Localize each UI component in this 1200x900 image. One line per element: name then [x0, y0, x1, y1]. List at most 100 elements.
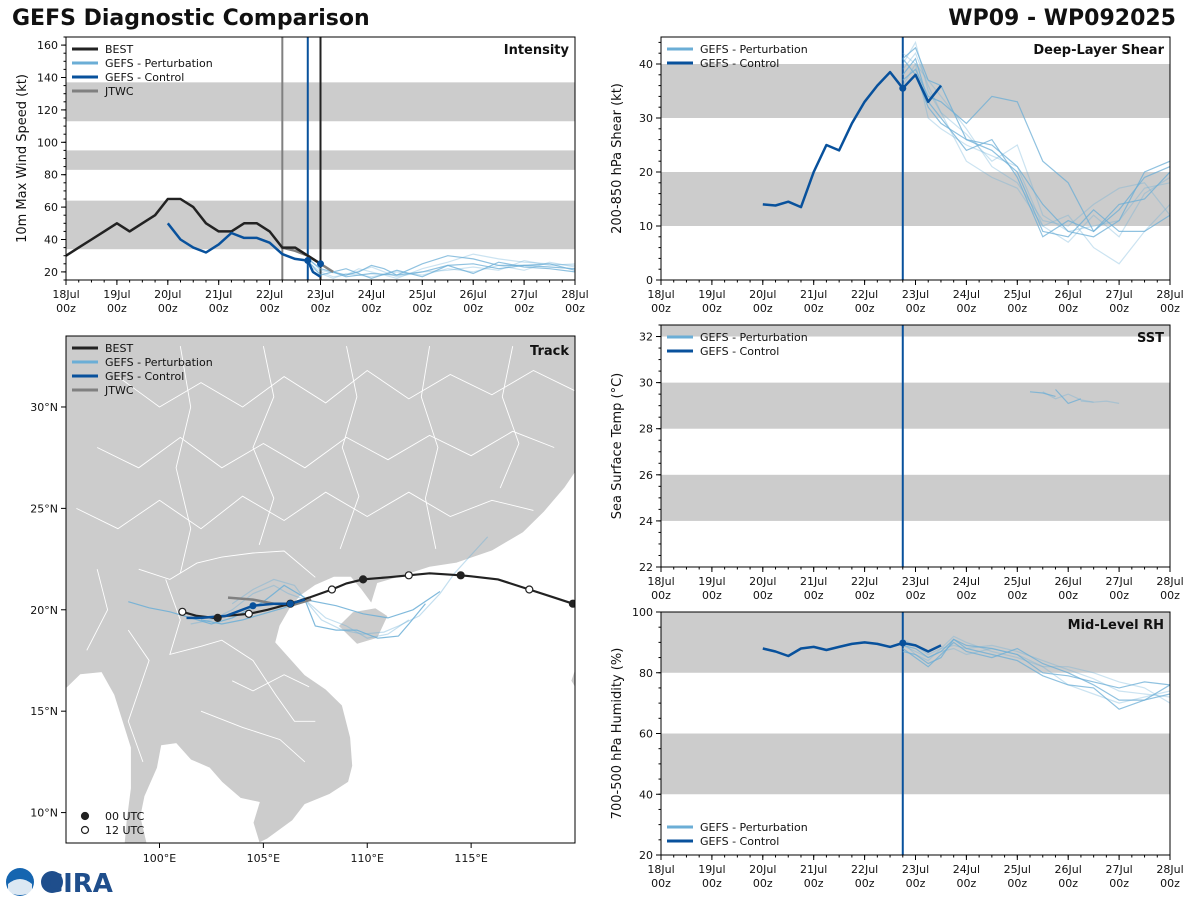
legend-label: GEFS - Perturbation	[700, 821, 808, 834]
x-tick-label: 20Jul	[749, 288, 776, 301]
y-tick-label: 40	[639, 788, 653, 801]
x-tick-label: 19Jul	[698, 575, 725, 588]
lon-tick-label: 115°E	[454, 852, 487, 865]
gefs-control-line	[762, 641, 942, 658]
initial-time-dot	[304, 257, 312, 265]
lat-tick-label: 15°N	[30, 705, 58, 718]
perturbation-member-line	[902, 58, 1170, 238]
y-tick-label: 30	[639, 377, 653, 390]
x-tick-label: 25Jul	[409, 288, 436, 301]
category-band	[661, 474, 1170, 521]
y-tick-label: 140	[37, 72, 58, 85]
y-tick-label: 60	[639, 728, 653, 741]
utc-legend-label: 12 UTC	[105, 824, 145, 837]
x-tick-sublabel: 00z	[107, 302, 127, 315]
admin-border-line	[339, 346, 360, 550]
x-tick-label: 23Jul	[307, 288, 334, 301]
perturbation-track-line	[304, 599, 410, 639]
noaa-wave-icon	[8, 879, 32, 895]
x-tick-label: 28Jul	[1156, 288, 1183, 301]
x-tick-sublabel: 00z	[56, 302, 76, 315]
panel-title: Intensity	[504, 43, 570, 58]
x-tick-sublabel: 00z	[855, 302, 875, 315]
x-tick-label: 27Jul	[510, 288, 537, 301]
luzon-island	[570, 667, 575, 689]
x-tick-sublabel: 00z	[957, 302, 977, 315]
legend-label: GEFS - Perturbation	[105, 57, 213, 70]
x-tick-label: 21Jul	[800, 863, 827, 876]
admin-border-line	[127, 629, 150, 763]
perturbation-member-line	[1029, 391, 1056, 397]
x-tick-sublabel: 00z	[463, 302, 483, 315]
lon-tick-label: 105°E	[247, 852, 280, 865]
x-tick-label: 21Jul	[800, 575, 827, 588]
y-tick-label: 20	[639, 849, 653, 862]
legend-label: GEFS - Control	[700, 835, 779, 848]
perturbation-member-line	[307, 260, 575, 280]
admin-border-line	[252, 346, 275, 546]
x-tick-sublabel: 00z	[565, 302, 585, 315]
x-tick-sublabel: 00z	[1160, 589, 1180, 602]
perturbation-member-line	[902, 52, 1170, 265]
x-tick-sublabel: 00z	[1007, 302, 1027, 315]
initial-time-dot	[317, 260, 324, 268]
perturbation-member-line	[1055, 389, 1082, 405]
legend-label: JTWC	[104, 85, 134, 98]
figure-header: GEFS Diagnostic Comparison WP09 - WP0920…	[0, 0, 1200, 34]
y-tick-label: 24	[639, 515, 653, 528]
x-tick-sublabel: 00z	[651, 589, 671, 602]
perturbation-member-line	[902, 62, 1170, 227]
admin-border-line	[499, 346, 520, 489]
shear-chart: 01020304018Jul00z19Jul00z20Jul00z21Jul00…	[610, 36, 1184, 315]
x-tick-sublabel: 00z	[412, 302, 432, 315]
perturbation-member-line	[307, 255, 575, 276]
x-tick-label: 26Jul	[1055, 863, 1082, 876]
y-tick-label: 0	[646, 274, 653, 287]
x-tick-label: 19Jul	[698, 863, 725, 876]
track-map: 100°E 105°E 110°E 115°E 10°N 15°N 20°N 25°N 30°N…	[30, 335, 576, 865]
x-tick-label: 20Jul	[749, 863, 776, 876]
perturbation-member-line	[902, 638, 1170, 698]
y-tick-label: 60	[44, 201, 58, 214]
x-tick-sublabel: 00z	[651, 877, 671, 890]
x-tick-label: 24Jul	[358, 288, 385, 301]
legend-label: GEFS - Perturbation	[105, 356, 213, 369]
x-tick-sublabel: 00z	[514, 302, 534, 315]
x-tick-sublabel: 00z	[1160, 302, 1180, 315]
y-axis-label: 700-500 hPa Humidity (%)	[610, 648, 625, 820]
perturbation-member-line	[902, 46, 1170, 238]
plot-area	[661, 612, 1170, 855]
x-tick-sublabel: 00z	[906, 589, 926, 602]
intensity-chart: 2040608010012014016018Jul00z19Jul00z20Ju…	[15, 36, 589, 315]
admin-border-line	[165, 579, 316, 722]
x-tick-sublabel: 00z	[702, 302, 722, 315]
x-tick-label: 27Jul	[1105, 863, 1132, 876]
x-tick-sublabel: 00z	[311, 302, 331, 315]
x-tick-label: 28Jul	[1156, 863, 1183, 876]
control-track-dot	[286, 600, 294, 608]
x-tick-label: 18Jul	[647, 575, 674, 588]
x-tick-sublabel: 00z	[1007, 589, 1027, 602]
admin-border-line	[76, 491, 534, 530]
y-tick-label: 20	[639, 166, 653, 179]
x-tick-label: 24Jul	[953, 288, 980, 301]
best-12utc-dot	[178, 607, 187, 616]
x-tick-label: 22Jul	[851, 863, 878, 876]
x-tick-sublabel: 00z	[1058, 877, 1078, 890]
perturbation-member-line	[902, 638, 1170, 689]
x-tick-label: 23Jul	[902, 288, 929, 301]
land-mass	[66, 336, 575, 843]
category-band	[661, 733, 1170, 795]
y-tick-label: 20	[44, 266, 58, 279]
x-tick-sublabel: 00z	[906, 302, 926, 315]
x-tick-label: 24Jul	[953, 863, 980, 876]
best-12utc-dot	[327, 585, 337, 594]
plot-area	[661, 325, 1170, 567]
legend-label: GEFS - Perturbation	[700, 331, 808, 344]
perturbation-track-line	[231, 578, 306, 605]
y-tick-label: 40	[639, 58, 653, 71]
best-00utc-dot	[568, 599, 575, 608]
